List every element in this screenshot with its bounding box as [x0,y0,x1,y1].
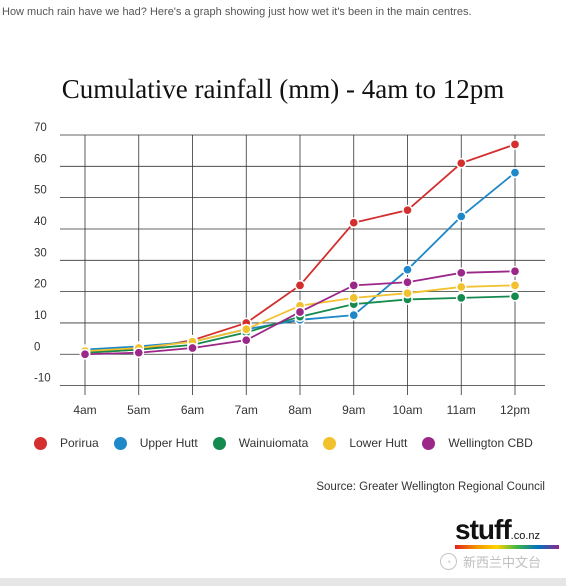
data-point [455,267,467,279]
data-point [402,276,413,288]
data-point [294,306,306,318]
y-tick-label: -10 [34,373,51,385]
data-point [455,281,467,293]
legend-swatch [212,436,226,450]
data-point [133,347,145,359]
y-tick-label: 20 [34,279,47,291]
chart-title: Cumulative rainfall (mm) - 4am to 12pm [61,74,505,104]
rainfall-line-chart: -10 0 10 20 30 40 50 60 70 4am 5am 6am 7am 8am 9am 10am… [34,122,545,417]
logo-color-bar [455,545,559,549]
data-point [455,211,467,222]
y-tick-label: 50 [34,185,47,197]
data-point [509,280,521,291]
x-tick-label: 9am [342,403,365,417]
data-point [509,167,521,178]
logo-suffix-text: .co.nz [510,530,541,542]
legend-label: Upper Hutt [139,436,198,450]
data-point [509,290,521,302]
x-tick-label: 5am [127,403,150,417]
y-tick-label: 40 [34,216,47,228]
logo-main-text: stuff [455,514,512,545]
data-point [402,204,413,216]
data-point [187,342,198,354]
data-point [348,217,360,229]
legend-label: Porirua [60,436,99,450]
y-tick-label: 60 [34,153,47,165]
data-point [402,287,413,299]
data-point [240,323,252,335]
legend-swatch [323,436,337,450]
watermark-text: 新西兰中文台 [463,555,542,570]
legend-swatch [113,436,127,450]
x-tick-label: 4am [73,403,96,417]
source-credit: Source: Greater Wellington Regional Coun… [316,481,545,493]
x-tick-label: 10am [392,403,422,417]
y-tick-label: 30 [34,247,47,259]
data-point [348,292,360,304]
x-tick-label: 12pm [500,403,530,417]
data-point [455,292,467,304]
legend-item: Wellington CBD [422,436,533,450]
data-point [294,280,306,291]
x-tick-label: 11am [447,403,476,417]
legend-item: Lower Hutt [323,436,407,450]
data-point [509,139,521,150]
legend-label: Wellington CBD [448,436,533,450]
legend-label: Lower Hutt [349,436,408,450]
x-tick-label: 7am [235,403,258,417]
data-point [402,264,413,276]
data-point [509,265,521,277]
watermark: ◔ 新西兰中文台 [440,552,541,571]
y-tick-label: 0 [34,341,40,353]
data-point [240,334,252,346]
intro-text: How much rain have we had? Here's a grap… [2,6,472,18]
legend-item: Upper Hutt [113,436,198,450]
chart-legend: Porirua Upper Hutt Wainuiomata Lower Hutt We… [34,436,548,450]
x-tick-label: 8am [288,403,311,417]
wechat-icon: ◔ [440,553,457,570]
bottom-strip [0,578,566,586]
stuff-logo: stuff.co.nz [455,514,559,549]
x-tick-label: 6am [181,403,204,417]
data-point [348,309,360,321]
data-point [79,348,91,360]
y-tick-label: 70 [34,122,47,134]
legend-swatch [422,436,436,450]
legend-swatch [34,436,47,450]
data-point [348,280,360,291]
y-tick-label: 10 [34,310,47,322]
legend-label: Wainuiomata [238,436,309,450]
legend-item: Wainuiomata [212,436,309,450]
data-point [455,157,467,169]
legend-item: Porirua [34,436,99,450]
